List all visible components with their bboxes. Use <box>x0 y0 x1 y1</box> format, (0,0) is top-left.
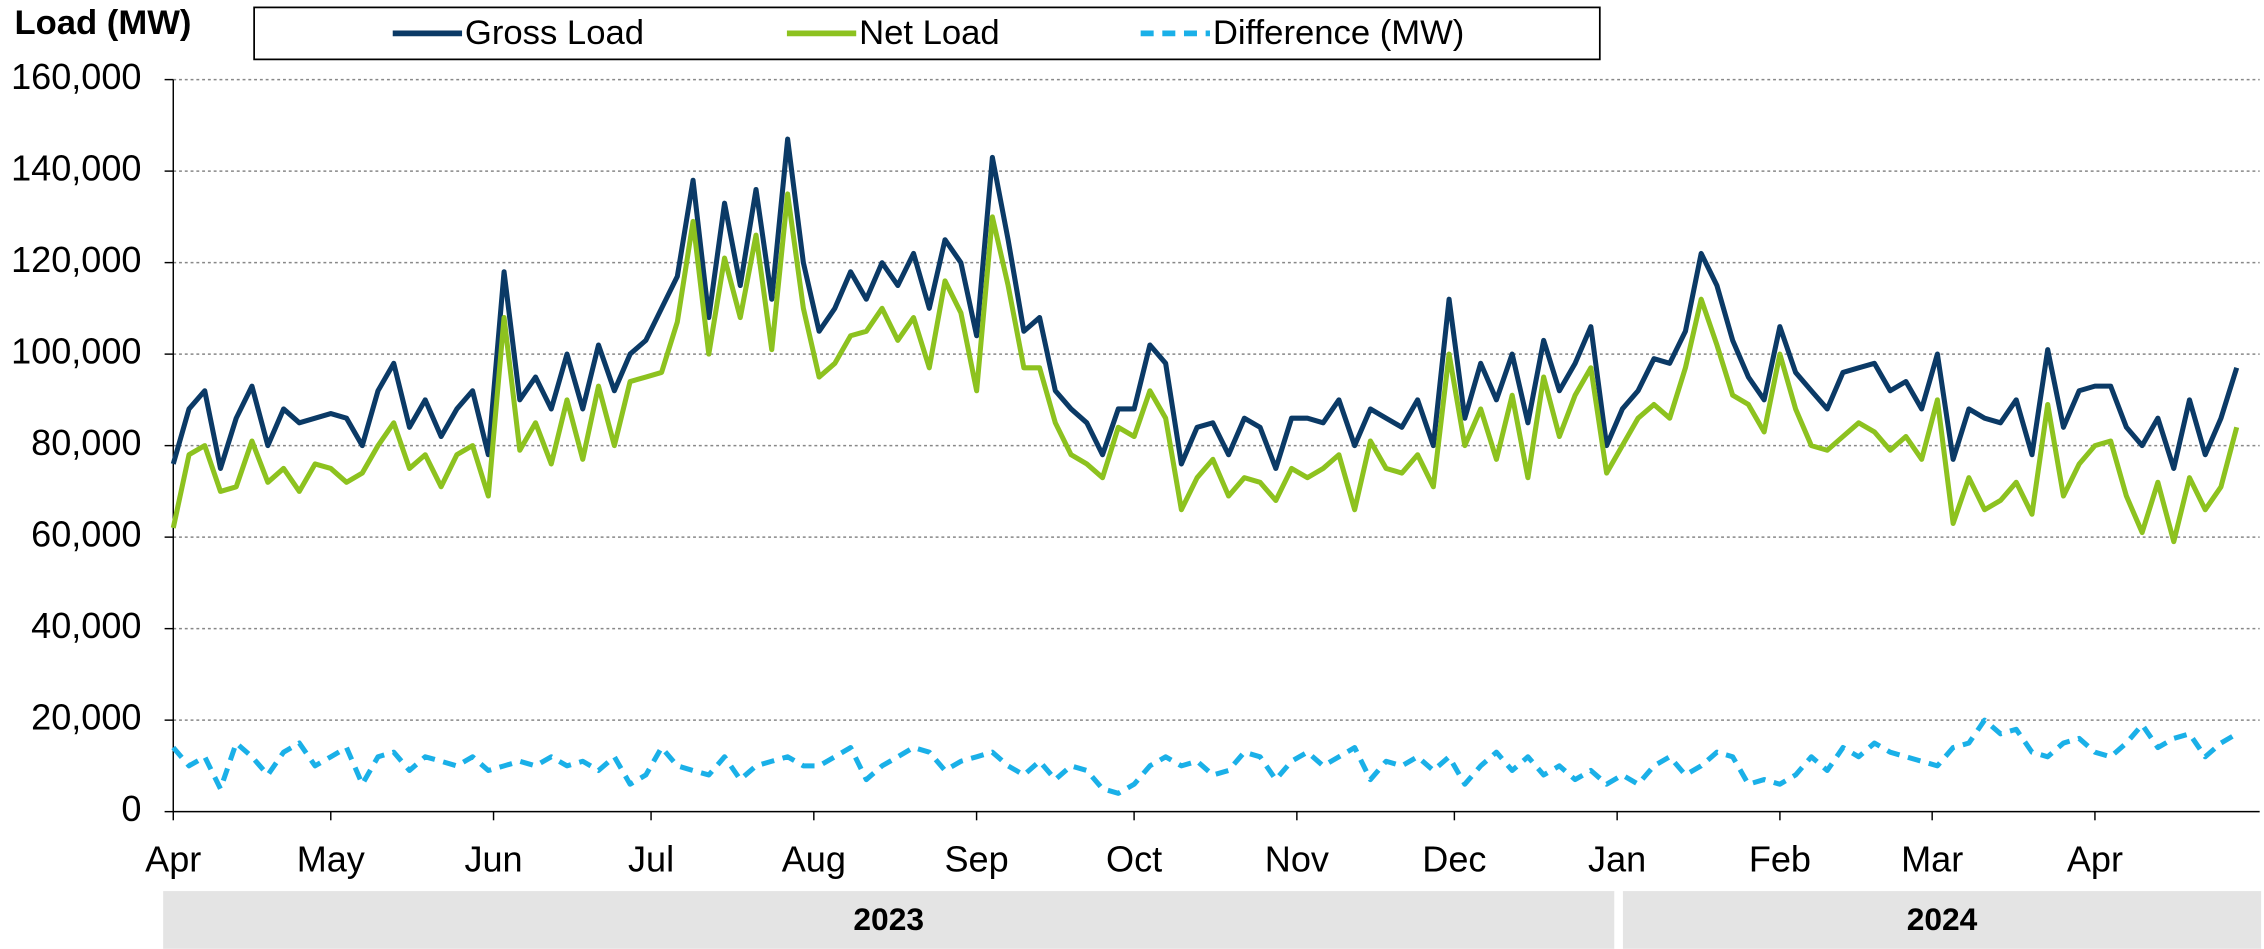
x-tick-label: Nov <box>1265 839 1329 880</box>
x-tick-label: Dec <box>1422 839 1486 880</box>
series-line <box>170 191 2240 545</box>
y-tick-label: 40,000 <box>31 605 141 646</box>
y-tick-label: 100,000 <box>11 331 141 372</box>
year-band <box>163 891 1615 949</box>
legend-label: Difference (MW) <box>1213 14 1464 52</box>
x-tick-label: Jun <box>464 839 522 880</box>
x-tick-label: Jul <box>628 839 674 880</box>
y-tick-label: 120,000 <box>11 239 141 280</box>
legend-box <box>253 6 1601 61</box>
x-tick-label: Sep <box>944 839 1008 880</box>
series-line <box>170 136 2240 471</box>
y-tick-label: 80,000 <box>31 422 141 463</box>
y-tick-label: 20,000 <box>31 697 141 738</box>
y-tick-label: 0 <box>121 788 141 829</box>
y-axis-title: Load (MW) <box>14 4 191 42</box>
x-tick-label: Apr <box>145 839 201 880</box>
x-tick-label: Mar <box>1901 839 1963 880</box>
y-tick-label: 160,000 <box>11 56 141 97</box>
y-tick-label: 140,000 <box>11 148 141 189</box>
x-tick-label: Apr <box>2067 839 2123 880</box>
x-tick-label: Feb <box>1749 839 1811 880</box>
year-band <box>1622 891 2262 949</box>
year-label: 2023 <box>853 901 924 937</box>
legend-label: Net Load <box>859 14 1000 52</box>
x-tick-label: Jan <box>1588 839 1646 880</box>
year-label: 2024 <box>1907 901 1978 937</box>
series-line <box>171 717 2238 796</box>
x-tick-label: Aug <box>782 839 846 880</box>
y-tick-label: 60,000 <box>31 514 141 555</box>
x-tick-label: Oct <box>1106 839 1162 880</box>
x-tick-label: May <box>297 839 365 880</box>
legend-label: Gross Load <box>465 14 644 52</box>
